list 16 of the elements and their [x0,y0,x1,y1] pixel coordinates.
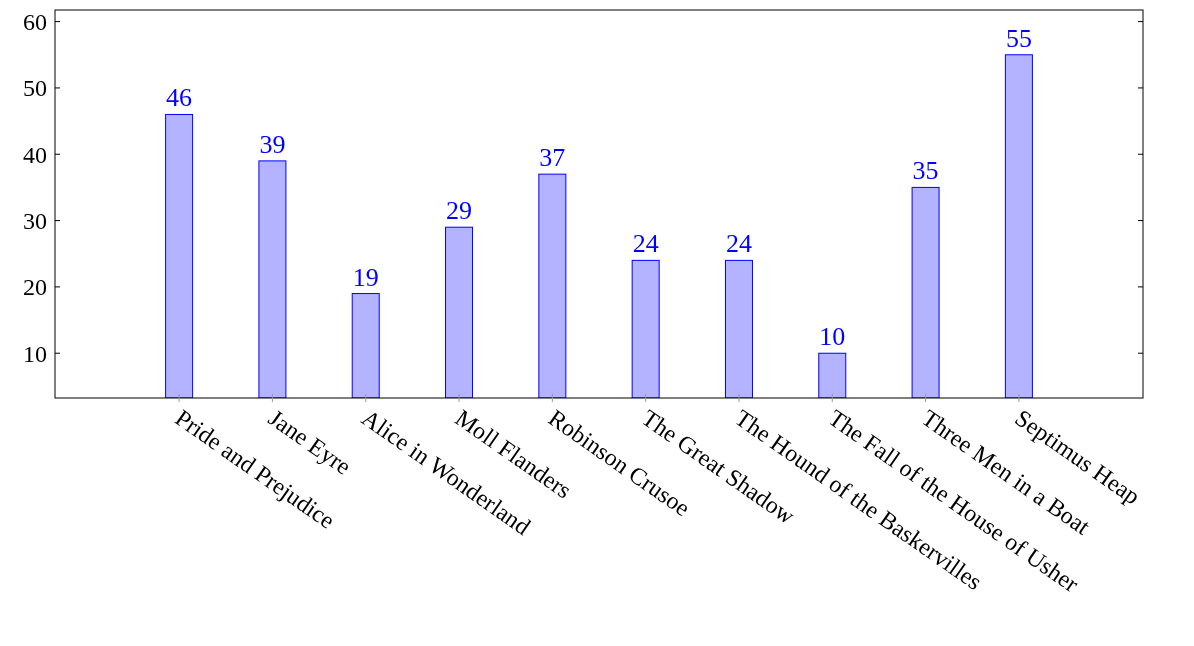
data-label: 24 [725,229,752,259]
data-label: 55 [1005,23,1032,53]
data-label: 37 [539,143,566,173]
y-tick-label: 10 [23,340,47,367]
data-label: 39 [259,129,286,159]
y-tick-label: 50 [23,75,47,102]
y-tick-label: 30 [23,207,47,234]
y-tick-label: 20 [23,274,47,301]
y-tick-label: 40 [23,141,47,168]
data-label: 35 [912,156,939,186]
data-label: 29 [446,196,473,226]
data-label: 46 [166,83,193,113]
y-tick-label: 60 [23,9,47,36]
data-label: 24 [632,229,659,259]
data-label: 10 [819,322,846,352]
data-label: 19 [352,262,379,292]
